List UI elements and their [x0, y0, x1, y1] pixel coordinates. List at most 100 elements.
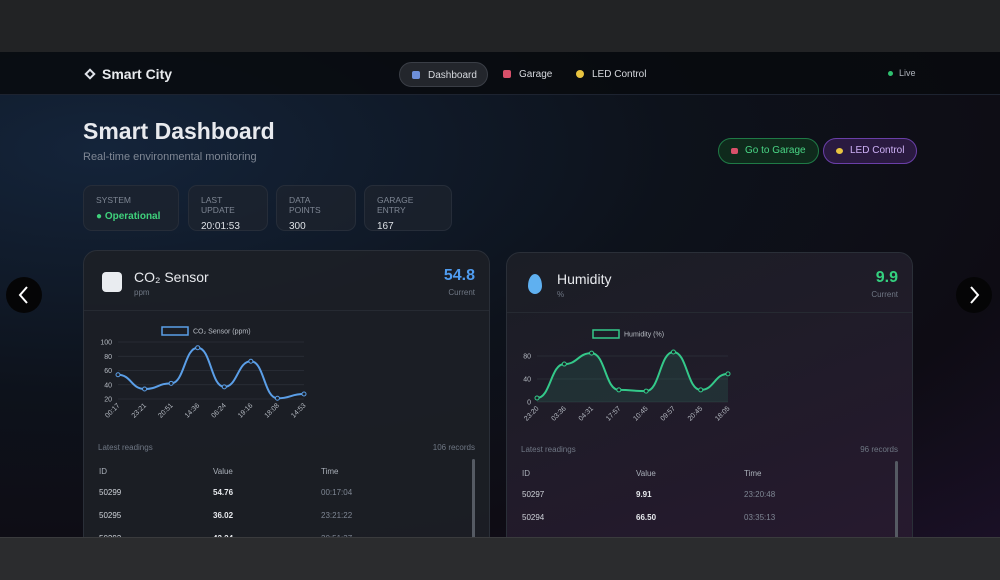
row: 50295 36.02 23:21:22	[98, 504, 458, 527]
window-bottom	[0, 537, 1000, 580]
x-tick-label: 14:36	[184, 402, 201, 419]
column-header: Time	[744, 468, 762, 478]
stat: SYSTEM ● Operational	[83, 185, 179, 231]
icon	[503, 70, 511, 78]
x-tick-label: 23:20	[523, 405, 540, 422]
x-tick-label: 20:51	[157, 402, 174, 419]
card-header: CO₂ Sensor ppm 54.8 Current	[84, 251, 489, 311]
cell: 23:20:48	[744, 490, 776, 499]
stat-label: LAST UPDATE	[201, 195, 235, 215]
sensor-card: CO₂ Sensor ppm 54.8 Current 20 40 60 80 100 00:17…	[83, 250, 490, 537]
card-header: Humidity% 9.9 Current	[507, 253, 912, 313]
point	[274, 395, 280, 401]
prev-arrow[interactable]	[6, 277, 42, 313]
nav-link[interactable]: Garage	[491, 62, 562, 87]
cell: 20:51:37	[320, 527, 458, 537]
current-value: 9.9	[875, 269, 898, 286]
next-arrow[interactable]	[956, 277, 992, 313]
x-tick-label: 18:05	[714, 405, 731, 422]
point	[643, 388, 649, 394]
scrollbar	[895, 461, 898, 537]
cell: 00:17:04	[321, 488, 353, 497]
card-title: CO₂ Sensor	[134, 269, 209, 285]
chevron	[18, 286, 28, 304]
point	[534, 395, 540, 401]
navbar: Smart City Dashboard Garage LED Control …	[0, 52, 1000, 95]
stat: LAST UPDATE 20:01:53	[188, 185, 268, 232]
readings-table: ID Value Time 50297 9.91 23:20:48 50294 66.50 03…	[521, 463, 881, 529]
row: 50299 54.76 00:17:04	[98, 481, 458, 504]
x-tick-label: 14:53	[290, 402, 307, 419]
icon	[836, 148, 843, 154]
point	[698, 387, 704, 393]
cell: 50295	[99, 511, 122, 520]
point	[168, 380, 174, 386]
point	[195, 345, 201, 351]
window-top	[0, 0, 1000, 52]
page-title: Smart Dashboard	[83, 118, 275, 144]
header-row: ID Value Time	[98, 461, 458, 481]
point	[589, 350, 595, 356]
x-tick-label: 18:08	[264, 402, 281, 419]
x-tick-label: 23:21	[131, 402, 148, 419]
y-tick-label: 20	[104, 397, 112, 404]
nav-link[interactable]: LED Control	[564, 62, 656, 87]
point	[115, 372, 121, 378]
chevron	[970, 286, 980, 304]
column-header: ID	[99, 466, 107, 476]
cell: 50292	[98, 527, 212, 537]
y-tick-label: 80	[523, 354, 531, 361]
legend-swatch	[592, 329, 620, 339]
arrow-icon	[970, 286, 980, 304]
point	[670, 349, 676, 355]
button-text: LED Control	[850, 145, 905, 156]
point	[561, 361, 567, 367]
cell: 50299	[99, 488, 122, 497]
card-unit: ppm	[134, 288, 150, 297]
sensor-card: Humidity% 9.9 Current 0 40 80 23:20 03:36 04:31 1…	[506, 252, 913, 537]
cell: 36.02	[213, 511, 234, 520]
cell: 03:35:13	[744, 513, 776, 522]
row: 50294 66.50 03:35:13	[521, 506, 881, 529]
current-value: 54.8	[443, 267, 475, 284]
point	[221, 384, 227, 390]
brand-icon	[84, 68, 96, 80]
x-tick-label: 04:31	[578, 405, 595, 422]
table-caption: Latest readings	[98, 443, 153, 452]
area	[537, 351, 728, 402]
x-tick-label: 03:36	[550, 405, 567, 422]
page-subtitle: Real-time environmental monitoring	[83, 151, 257, 163]
column-header: Value	[636, 468, 656, 478]
nav-link[interactable]: Dashboard	[399, 62, 488, 87]
app: Smart City Dashboard Garage LED Control …	[0, 52, 1000, 537]
row: 50297 9.91 23:20:48	[521, 483, 881, 506]
stat: GARAGE ENTRY 167	[364, 185, 452, 232]
x-tick-label: 00:17	[104, 402, 121, 419]
point	[248, 358, 254, 364]
status-dot: ●	[96, 211, 103, 222]
cell: 50294	[522, 513, 545, 522]
stat-label: GARAGE ENTRY	[377, 195, 414, 215]
column-header: Time	[321, 466, 339, 476]
x-tick-label: 06:24	[210, 402, 227, 419]
x-tick-label: 19:16	[237, 402, 254, 419]
stat-value: 300	[289, 221, 306, 232]
cell: 23:21:22	[321, 511, 353, 520]
button[interactable]: Go to Garage	[718, 138, 819, 164]
record-count: 106 records	[432, 443, 475, 452]
brand[interactable]: Smart City	[102, 66, 173, 82]
y-tick-label: 80	[104, 354, 112, 361]
button[interactable]: LED Control	[823, 138, 918, 164]
stat-label: SYSTEM	[96, 195, 131, 205]
button-text: Go to Garage	[745, 145, 806, 156]
card-icon	[102, 272, 122, 292]
stat: DATA POINTS 300	[276, 185, 356, 232]
header-row: ID Value Time	[521, 463, 881, 483]
nav-link-text: Garage	[519, 69, 553, 80]
line	[117, 346, 305, 400]
y-tick-label: 0	[527, 400, 531, 407]
legend-swatch	[161, 326, 189, 336]
cell: 42.24	[212, 527, 320, 537]
column-header: Value	[213, 466, 233, 476]
cell: 66.50	[636, 513, 657, 522]
